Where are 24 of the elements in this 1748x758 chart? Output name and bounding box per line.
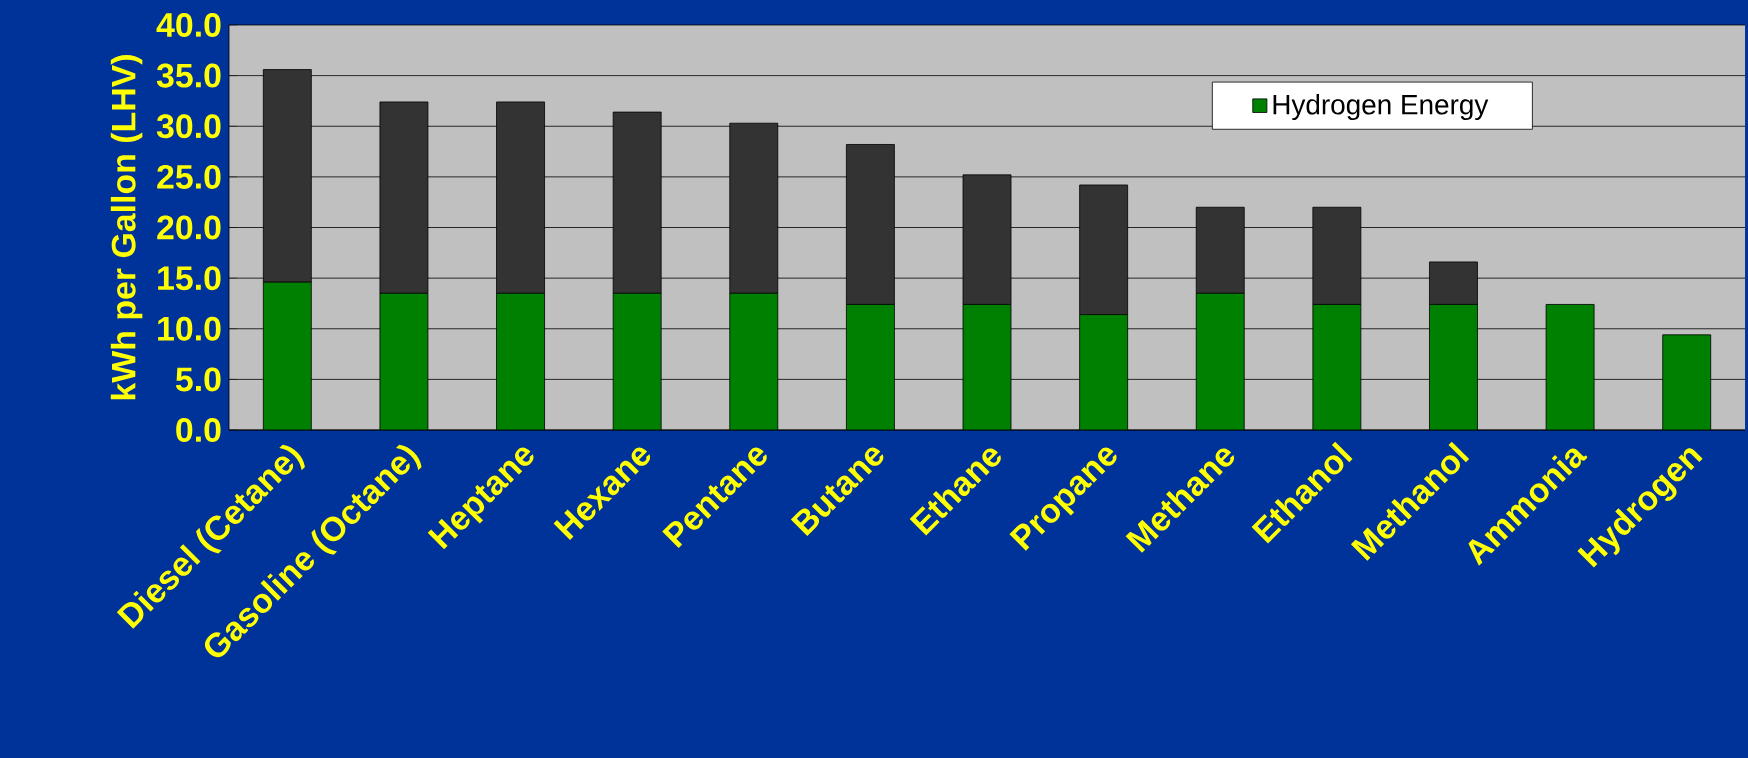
bar <box>379 292 429 430</box>
y-tick-label: 15.0 <box>158 266 221 291</box>
y-tick-label: 30.0 <box>156 114 221 139</box>
y-axis-title: kWh per Gallon (LHV) <box>110 55 143 400</box>
y-tick-label: 5.0 <box>175 367 221 392</box>
y-tick-label: 0.0 <box>176 418 221 442</box>
y-tick-label: 35.0 <box>156 63 221 88</box>
y-tick-label: 25.0 <box>157 164 221 189</box>
bar <box>262 281 312 430</box>
y-tick-label: 10.0 <box>158 316 221 341</box>
bar <box>845 304 895 430</box>
bar <box>729 292 779 430</box>
legend-label: Hydrogen Energy <box>1273 94 1489 121</box>
bar <box>1195 292 1245 430</box>
y-tick-label: 20.0 <box>157 215 221 240</box>
bar <box>1545 304 1595 430</box>
bar <box>1429 304 1478 430</box>
y-tick-label: 40.0 <box>156 13 221 37</box>
bar <box>1662 334 1712 430</box>
bar <box>1312 304 1362 430</box>
bar <box>1079 314 1129 430</box>
bar <box>962 304 1012 430</box>
bar <box>496 292 545 430</box>
bar <box>612 292 662 430</box>
